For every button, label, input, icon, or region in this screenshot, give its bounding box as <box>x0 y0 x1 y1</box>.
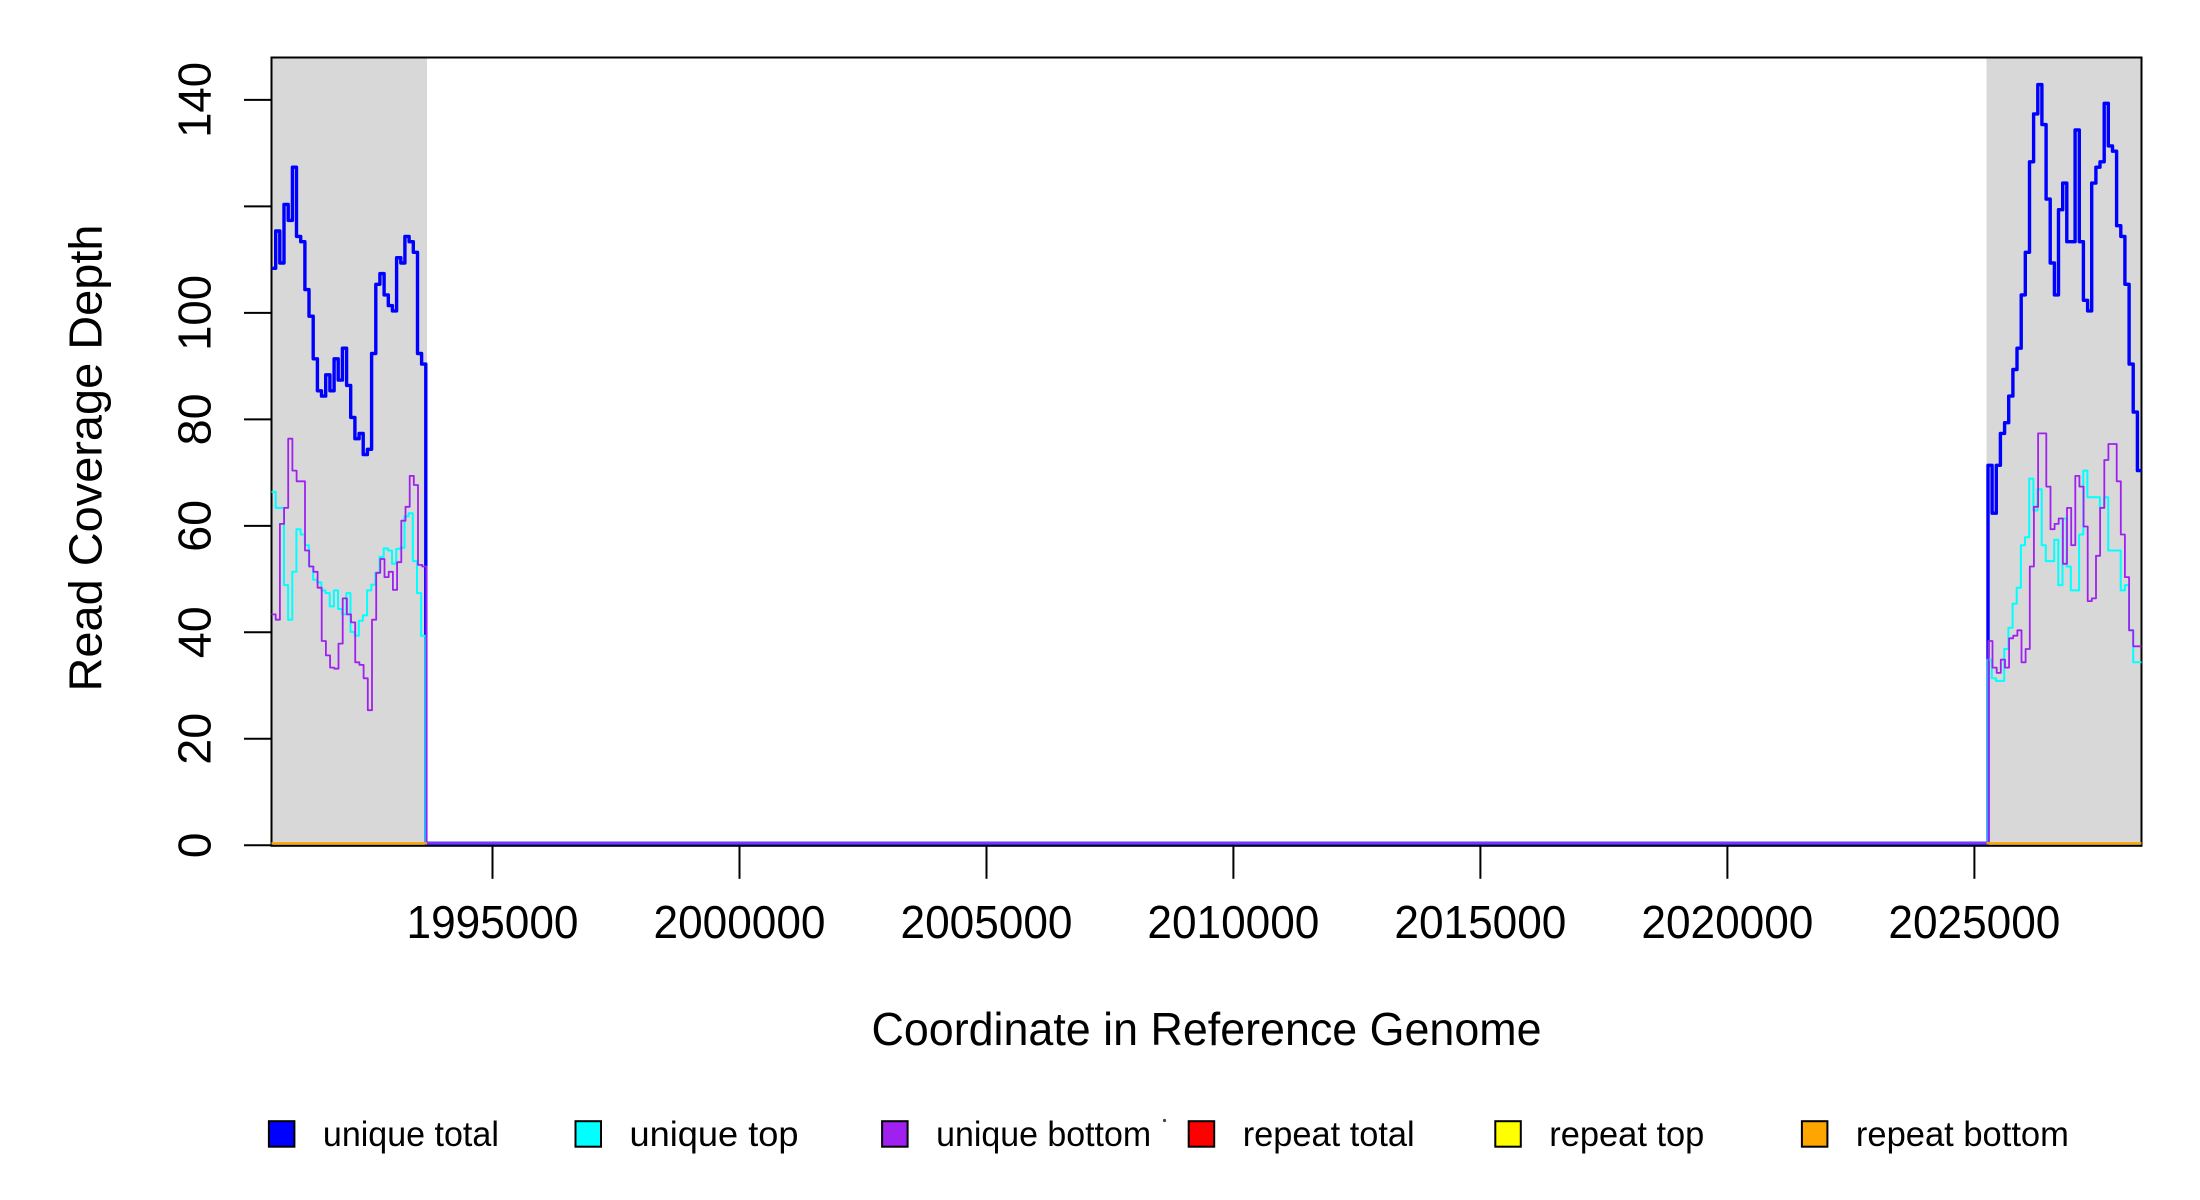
svg-text:Read Coverage Depth: Read Coverage Depth <box>60 225 112 692</box>
svg-text:2010000: 2010000 <box>1147 896 1319 948</box>
svg-text:2005000: 2005000 <box>901 896 1073 948</box>
svg-text:repeat bottom: repeat bottom <box>1856 1114 2069 1154</box>
svg-text:2020000: 2020000 <box>1641 896 1813 948</box>
svg-text:20: 20 <box>169 713 221 765</box>
svg-text:2015000: 2015000 <box>1394 896 1566 948</box>
svg-text:0: 0 <box>169 833 221 859</box>
svg-text:60: 60 <box>169 500 221 552</box>
svg-text:unique total: unique total <box>323 1114 499 1154</box>
svg-text:1995000: 1995000 <box>407 896 579 948</box>
svg-text:repeat top: repeat top <box>1549 1114 1704 1154</box>
svg-text:unique top: unique top <box>630 1114 799 1154</box>
svg-text:2000000: 2000000 <box>654 896 826 948</box>
svg-text:80: 80 <box>169 393 221 445</box>
svg-text:40: 40 <box>169 606 221 658</box>
svg-text:2025000: 2025000 <box>1888 896 2060 948</box>
svg-text:unique bottom: unique bottom <box>936 1114 1151 1154</box>
svg-text:140: 140 <box>169 62 221 138</box>
svg-text:Coordinate in Reference Genome: Coordinate in Reference Genome <box>872 1003 1542 1055</box>
svg-text:repeat total: repeat total <box>1243 1114 1415 1154</box>
svg-text:100: 100 <box>169 275 221 351</box>
